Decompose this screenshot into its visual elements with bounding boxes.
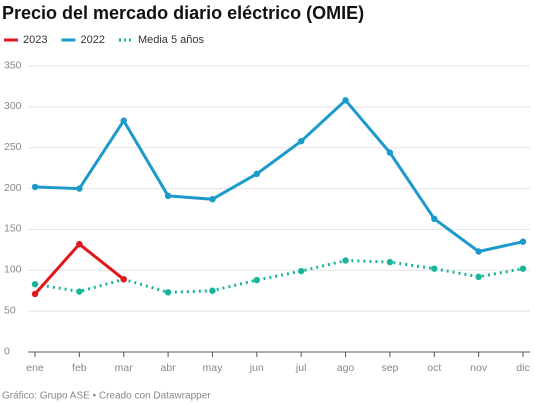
point — [519, 265, 527, 272]
y-tick-label: 200 — [4, 182, 22, 194]
y-tick-label: 0 — [4, 345, 10, 357]
y-tick-label: 100 — [4, 264, 22, 276]
series-line — [34, 258, 524, 294]
x-tick-label: oct — [427, 362, 441, 374]
point — [253, 276, 261, 284]
chart-title: Precio del mercado diario eléctrico (OMI… — [2, 3, 364, 23]
legend-label: Media 5 años — [138, 34, 205, 46]
point — [209, 195, 216, 203]
point — [209, 287, 216, 294]
legend-label: 2022 — [80, 34, 104, 46]
y-tick-label: 300 — [4, 100, 22, 112]
point — [431, 265, 438, 272]
point — [120, 117, 127, 124]
point — [253, 170, 261, 178]
point — [431, 215, 438, 223]
point — [297, 267, 305, 275]
x-tick-label: jul — [295, 362, 307, 374]
point — [120, 276, 127, 283]
point — [76, 185, 83, 192]
x-tick-label: feb — [72, 362, 87, 374]
point — [76, 240, 83, 248]
point — [342, 257, 349, 264]
y-tick-label: 350 — [4, 59, 22, 71]
y-tick-label: 250 — [4, 141, 22, 153]
source: Gráfico: Grupo ASE • Creado con Datawrap… — [2, 391, 211, 402]
x-tick-label: may — [203, 362, 224, 374]
y-tick-label: 50 — [4, 304, 16, 316]
x-tick-label: sep — [381, 362, 398, 374]
point — [475, 248, 482, 255]
point — [342, 97, 349, 104]
x-tick-label: mar — [115, 362, 134, 374]
point — [31, 280, 39, 288]
x-tick-label: dic — [516, 362, 529, 374]
point — [164, 289, 172, 296]
point — [386, 258, 394, 266]
point — [76, 288, 83, 295]
x-tick-label: jun — [249, 362, 264, 374]
x-tick-label: ene — [26, 362, 44, 374]
legend-label: 2023 — [23, 34, 47, 46]
point — [475, 273, 482, 281]
point — [519, 238, 527, 245]
point — [386, 149, 394, 156]
y-tick-label: 150 — [4, 223, 22, 235]
x-tick-label: nov — [470, 362, 488, 374]
point — [31, 183, 39, 191]
point — [31, 290, 39, 298]
x-tick-label: abr — [160, 362, 176, 374]
series-line — [34, 98, 524, 253]
point — [164, 192, 172, 200]
x-tick-label: ago — [337, 362, 355, 374]
point — [297, 137, 305, 145]
